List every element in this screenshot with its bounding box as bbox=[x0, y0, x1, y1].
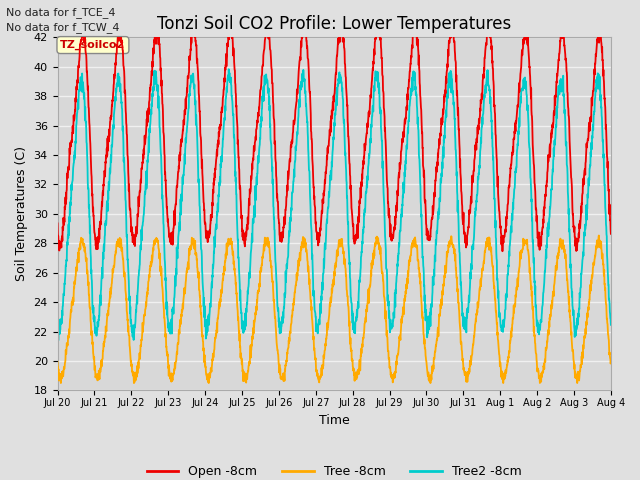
Text: No data for f_TCE_4: No data for f_TCE_4 bbox=[6, 7, 116, 18]
X-axis label: Time: Time bbox=[319, 414, 349, 427]
Title: Tonzi Soil CO2 Profile: Lower Temperatures: Tonzi Soil CO2 Profile: Lower Temperatur… bbox=[157, 15, 511, 33]
Y-axis label: Soil Temperatures (C): Soil Temperatures (C) bbox=[15, 146, 28, 281]
Text: No data for f_TCW_4: No data for f_TCW_4 bbox=[6, 22, 120, 33]
Text: TZ_soilco2: TZ_soilco2 bbox=[60, 40, 125, 50]
Legend: Open -8cm, Tree -8cm, Tree2 -8cm: Open -8cm, Tree -8cm, Tree2 -8cm bbox=[142, 460, 526, 480]
